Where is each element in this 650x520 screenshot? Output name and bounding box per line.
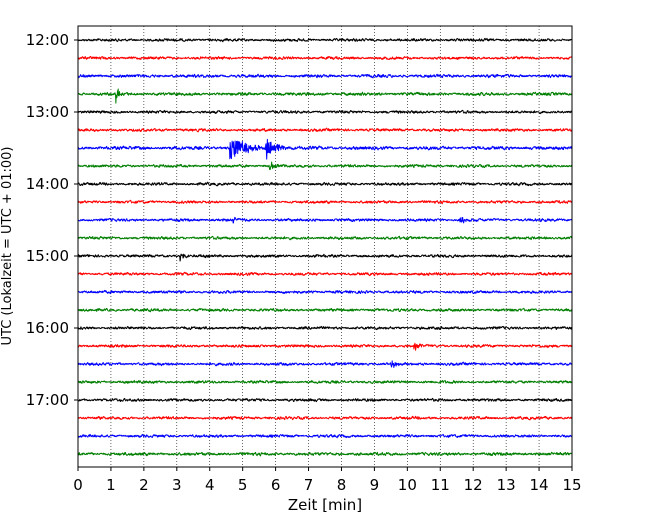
y-tick-label: 15:00 — [26, 247, 69, 265]
trace-1615 — [77, 342, 573, 351]
x-tick-label: 2 — [139, 476, 149, 494]
x-tick-label: 10 — [398, 476, 417, 494]
x-tick-label: 15 — [562, 476, 581, 494]
trace-1700 — [77, 397, 573, 403]
trace-1245 — [77, 88, 573, 104]
y-tick-label: 13:00 — [26, 103, 69, 121]
y-tick-label: 16:00 — [26, 319, 69, 337]
trace-1445 — [77, 235, 573, 241]
y-tick-label: 14:00 — [26, 175, 69, 193]
trace-1715 — [77, 415, 573, 421]
trace-1730 — [77, 433, 573, 439]
trace-1315 — [77, 127, 573, 133]
x-tick-label: 4 — [205, 476, 215, 494]
x-tick-label: 13 — [497, 476, 516, 494]
x-tick-label: 12 — [464, 476, 483, 494]
x-tick-label: 5 — [238, 476, 248, 494]
y-tick-label: 12:00 — [26, 31, 69, 49]
x-tick-label: 8 — [337, 476, 347, 494]
trace-1430 — [77, 216, 573, 224]
trace-1515 — [77, 271, 573, 277]
x-tick-label: 6 — [271, 476, 281, 494]
trace-1600 — [77, 325, 573, 331]
x-tick-label: 11 — [431, 476, 450, 494]
x-tick-label: 14 — [530, 476, 549, 494]
trace-1200 — [77, 37, 573, 43]
trace-1415 — [77, 199, 573, 205]
seismogram-traces — [77, 37, 573, 457]
x-tick-label: 1 — [106, 476, 116, 494]
x-tick-label: 0 — [73, 476, 83, 494]
plot-frame — [77, 25, 573, 468]
trace-1345 — [77, 161, 573, 171]
y-axis: 12:00 13:00 14:00 15:00 16:00 17:00 — [26, 31, 78, 409]
trace-1630 — [77, 360, 573, 368]
trace-1330 — [77, 138, 573, 160]
y-axis-label: UTC (Lokalzeit = UTC + 01:00) — [0, 147, 15, 346]
trace-1645 — [77, 379, 573, 385]
trace-1530 — [77, 289, 573, 295]
trace-1745 — [77, 451, 573, 457]
grid-lines — [110, 26, 540, 467]
trace-1300 — [77, 109, 573, 115]
trace-1400 — [77, 181, 573, 187]
x-tick-label: 9 — [370, 476, 380, 494]
trace-1230 — [77, 73, 573, 79]
trace-1215 — [77, 55, 573, 61]
trace-1545 — [77, 307, 573, 313]
x-axis: 0 1 2 3 4 5 6 7 8 9 10 11 12 13 14 15 — [73, 467, 582, 494]
trace-1500 — [77, 253, 573, 262]
y-tick-label: 17:00 — [26, 391, 69, 409]
x-tick-label: 7 — [304, 476, 314, 494]
x-tick-label: 3 — [172, 476, 182, 494]
x-axis-label: Zeit [min] — [288, 496, 362, 514]
